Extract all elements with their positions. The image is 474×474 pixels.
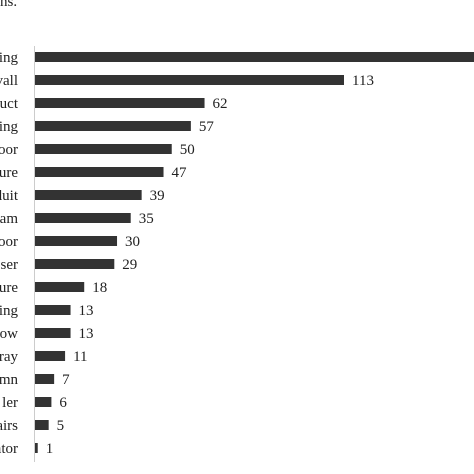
- bar: [35, 98, 205, 108]
- bar: [35, 328, 71, 338]
- category-label: ator: [0, 441, 18, 457]
- category-label: ing: [0, 119, 18, 135]
- category-label: ing: [0, 50, 18, 66]
- category-label: ure: [0, 280, 18, 296]
- category-label: oor: [0, 142, 18, 158]
- bar: [35, 75, 344, 85]
- value-label: 11: [73, 349, 87, 365]
- bar: [35, 305, 71, 315]
- value-label: 5: [57, 418, 64, 434]
- value-label: 13: [79, 303, 94, 319]
- category-label: duct: [0, 96, 19, 112]
- figure-caption-fragment: ns.: [0, 0, 18, 10]
- category-label: ray: [0, 349, 18, 365]
- value-label: 62: [213, 96, 228, 112]
- value-label: 30: [125, 234, 140, 250]
- bar: [35, 190, 142, 200]
- bar: [35, 259, 115, 269]
- category-label: vall: [0, 73, 18, 89]
- category-label: mn: [0, 372, 18, 388]
- category-label: am: [0, 211, 18, 227]
- category-label: ing: [0, 303, 18, 319]
- bar: [35, 236, 118, 246]
- bar: [35, 213, 131, 223]
- value-label: 29: [122, 257, 137, 273]
- value-label: 113: [352, 73, 374, 89]
- bar: [35, 52, 474, 62]
- bar: [35, 167, 164, 177]
- value-label: 1: [46, 441, 54, 457]
- bar: [35, 443, 38, 453]
- value-label: 6: [59, 395, 67, 411]
- category-label: airs: [0, 418, 18, 434]
- category-label: ow: [0, 326, 18, 342]
- value-label: 18: [92, 280, 107, 296]
- value-label: 57: [199, 119, 215, 135]
- bar: [35, 397, 52, 407]
- category-label: ler: [2, 395, 18, 411]
- bar: [35, 420, 49, 430]
- category-label: oor: [0, 234, 18, 250]
- category-label: ure: [0, 165, 18, 181]
- bar: [35, 374, 55, 384]
- value-label: 50: [180, 142, 195, 158]
- bar: [35, 121, 191, 131]
- category-label: eser: [0, 257, 18, 273]
- value-label: 47: [172, 165, 188, 181]
- bar: [35, 144, 172, 154]
- bar: [35, 351, 66, 361]
- bar: [35, 282, 85, 292]
- value-label: 35: [139, 211, 154, 227]
- value-label: 39: [150, 188, 165, 204]
- category-label: duit: [0, 188, 19, 204]
- value-label: 13: [79, 326, 94, 342]
- value-label: 7: [62, 372, 70, 388]
